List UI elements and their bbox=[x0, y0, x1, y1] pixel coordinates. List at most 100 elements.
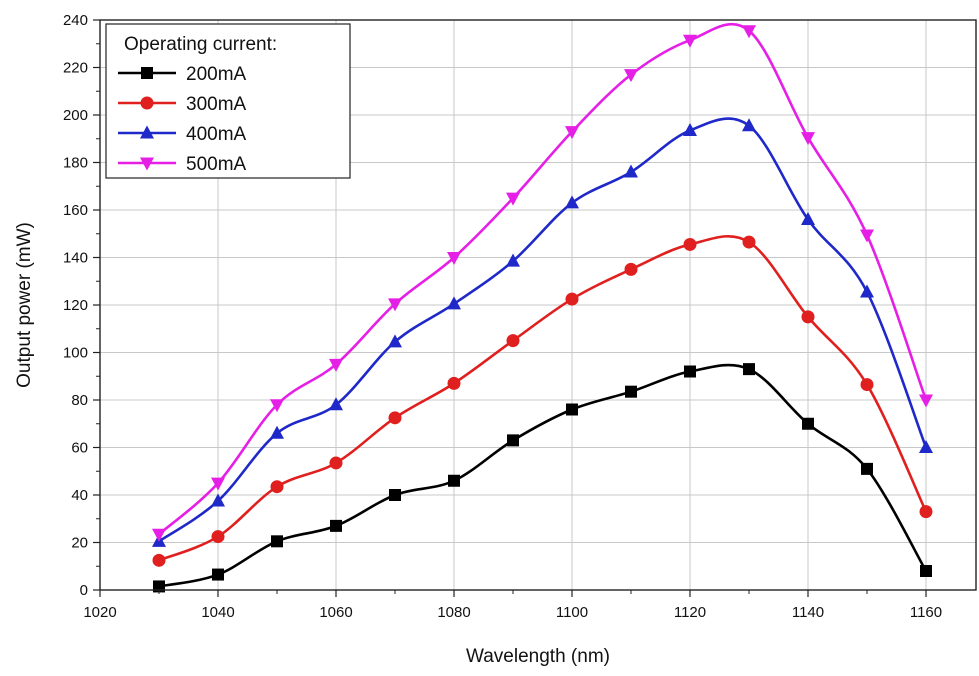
data-point bbox=[860, 229, 874, 243]
data-point bbox=[270, 480, 284, 494]
x-tick-label: 1140 bbox=[792, 604, 824, 621]
data-point bbox=[860, 284, 874, 298]
data-point bbox=[388, 411, 402, 425]
y-tick-label: 220 bbox=[63, 60, 88, 77]
series-line bbox=[158, 363, 928, 588]
data-point bbox=[624, 262, 638, 276]
legend-marker bbox=[140, 125, 154, 139]
data-point bbox=[212, 568, 224, 581]
data-point bbox=[683, 122, 697, 136]
x-tick-label: 1120 bbox=[674, 604, 706, 621]
data-point bbox=[329, 358, 343, 372]
data-point bbox=[566, 403, 578, 416]
data-point bbox=[271, 535, 283, 548]
data-point bbox=[507, 434, 519, 447]
data-point bbox=[683, 34, 697, 48]
y-tick-label: 240 bbox=[63, 12, 88, 29]
data-point bbox=[448, 474, 460, 487]
x-tick-label: 1040 bbox=[201, 604, 234, 621]
data-point bbox=[919, 440, 933, 453]
data-point bbox=[330, 519, 342, 532]
data-point bbox=[684, 365, 696, 378]
y-tick-label: 20 bbox=[71, 535, 88, 552]
data-point bbox=[388, 298, 402, 312]
y-tick-label: 40 bbox=[71, 487, 88, 504]
data-point bbox=[270, 425, 284, 439]
series-group bbox=[152, 23, 933, 593]
legend-marker bbox=[140, 157, 154, 171]
y-tick-label: 120 bbox=[63, 297, 88, 314]
legend-label: 200mA bbox=[186, 64, 247, 85]
data-point bbox=[211, 530, 225, 544]
data-point bbox=[919, 394, 933, 408]
y-tick-label: 200 bbox=[63, 107, 88, 124]
data-point bbox=[624, 164, 638, 178]
data-point bbox=[743, 363, 755, 376]
legend-label: 500mA bbox=[186, 154, 247, 175]
data-point bbox=[861, 462, 873, 475]
y-tick-label: 80 bbox=[71, 392, 88, 409]
x-tick-label: 1100 bbox=[556, 604, 588, 621]
y-tick-label: 180 bbox=[63, 155, 88, 172]
data-point bbox=[506, 334, 520, 348]
data-point bbox=[447, 252, 461, 265]
y-axis-title: Output power (mW) bbox=[14, 222, 35, 388]
legend-marker bbox=[140, 96, 154, 110]
series-line bbox=[158, 117, 928, 543]
y-tick-label: 140 bbox=[63, 250, 88, 267]
data-point bbox=[860, 378, 874, 392]
data-point bbox=[447, 376, 461, 390]
grid bbox=[100, 19, 976, 590]
data-point bbox=[270, 399, 284, 413]
data-point bbox=[389, 489, 401, 501]
data-point bbox=[801, 310, 815, 324]
y-tick-label: 100 bbox=[63, 345, 88, 362]
data-point bbox=[624, 69, 638, 83]
data-point bbox=[565, 195, 579, 209]
y-tick-label: 160 bbox=[63, 202, 88, 219]
data-point bbox=[152, 553, 166, 567]
x-axis-title: Wavelength (nm) bbox=[466, 646, 610, 667]
series-line bbox=[158, 23, 928, 536]
series-500mA bbox=[152, 23, 933, 542]
series-400mA bbox=[152, 117, 933, 547]
series-200mA bbox=[153, 363, 932, 593]
data-point bbox=[506, 253, 520, 267]
x-tick-label: 1060 bbox=[319, 604, 352, 621]
data-point bbox=[152, 528, 166, 542]
data-point bbox=[565, 126, 579, 140]
x-tick-label: 1020 bbox=[83, 604, 116, 621]
series-300mA bbox=[152, 235, 933, 567]
data-point bbox=[211, 477, 225, 491]
data-point bbox=[329, 397, 343, 411]
data-point bbox=[920, 565, 932, 577]
y-tick-label: 60 bbox=[71, 440, 88, 457]
data-point bbox=[211, 493, 225, 507]
x-tick-label: 1080 bbox=[437, 604, 470, 621]
series-line bbox=[158, 235, 928, 562]
data-point bbox=[802, 417, 814, 430]
data-point bbox=[919, 505, 933, 519]
legend-label: 400mA bbox=[186, 124, 247, 145]
data-point bbox=[447, 296, 461, 310]
x-tick-label: 1160 bbox=[910, 604, 942, 621]
data-point bbox=[388, 334, 402, 348]
data-point bbox=[742, 25, 756, 39]
data-point bbox=[742, 118, 756, 132]
axes: 1020 1040 1060 1080 1100 1120 1140 1160 0 20 40 60 8… bbox=[63, 12, 942, 621]
data-point bbox=[742, 235, 756, 249]
legend-title: Operating current: bbox=[124, 34, 277, 55]
data-point bbox=[801, 132, 815, 146]
data-point bbox=[506, 192, 520, 206]
legend: Operating current: 200mA 300mA 400mA 500mA bbox=[105, 23, 351, 179]
data-point bbox=[625, 385, 637, 398]
data-point bbox=[801, 212, 815, 225]
data-point bbox=[565, 292, 579, 306]
data-point bbox=[683, 237, 697, 251]
legend-label: 300mA bbox=[186, 94, 247, 115]
data-point bbox=[329, 456, 343, 470]
y-tick-label: 0 bbox=[80, 582, 88, 599]
legend-marker bbox=[141, 67, 153, 79]
